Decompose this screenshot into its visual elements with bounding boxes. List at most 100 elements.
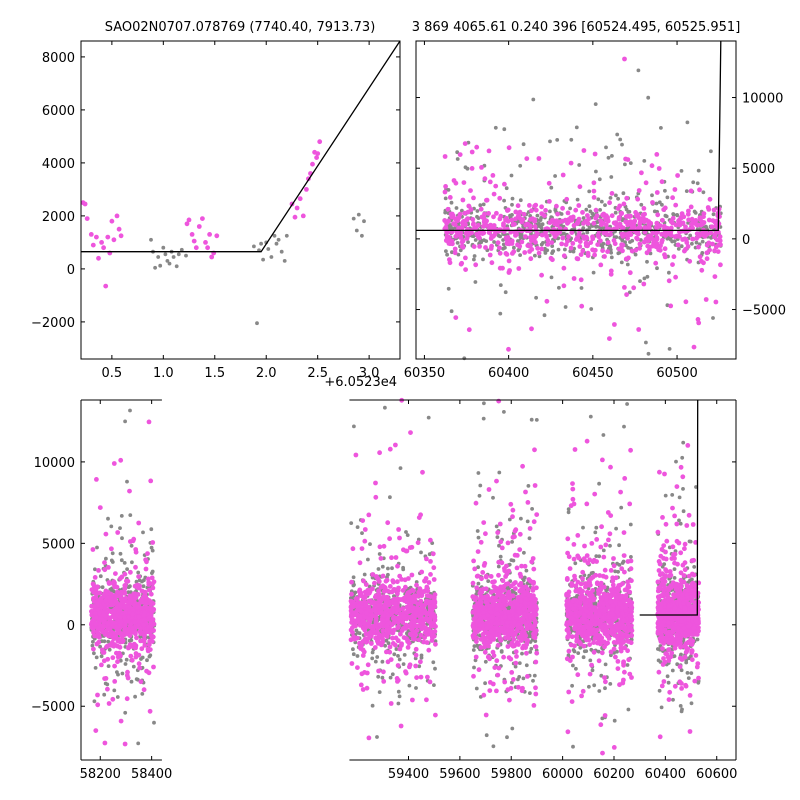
data-point bbox=[621, 553, 627, 558]
data-point bbox=[122, 561, 127, 565]
data-point bbox=[427, 679, 433, 685]
data-point bbox=[603, 686, 607, 691]
data-point bbox=[594, 525, 599, 530]
data-point bbox=[129, 543, 134, 548]
data-point bbox=[709, 224, 715, 230]
data-point bbox=[621, 559, 626, 564]
data-point bbox=[662, 254, 668, 260]
data-point bbox=[571, 648, 576, 652]
data-point bbox=[401, 662, 406, 666]
data-point bbox=[621, 217, 625, 221]
data-point bbox=[642, 276, 647, 281]
data-point bbox=[611, 745, 617, 750]
data-point bbox=[637, 245, 642, 251]
data-point bbox=[158, 263, 163, 268]
data-point bbox=[679, 709, 684, 714]
data-point bbox=[679, 668, 684, 673]
data-point bbox=[510, 213, 514, 217]
data-point bbox=[96, 255, 101, 261]
data-point bbox=[489, 243, 494, 249]
data-point bbox=[696, 244, 701, 250]
data-point bbox=[694, 236, 699, 241]
data-point bbox=[584, 649, 589, 653]
data-point bbox=[386, 641, 391, 646]
data-point bbox=[373, 659, 378, 664]
data-point bbox=[478, 206, 484, 212]
data-point bbox=[481, 520, 487, 525]
data-point bbox=[659, 179, 665, 185]
y-tick-label: 2000 bbox=[42, 210, 75, 225]
data-point bbox=[90, 242, 96, 248]
data-point bbox=[214, 233, 220, 239]
data-point bbox=[483, 245, 488, 250]
data-point bbox=[613, 220, 619, 226]
data-point bbox=[578, 252, 584, 257]
data-point bbox=[625, 220, 631, 225]
data-point bbox=[105, 234, 111, 240]
data-point bbox=[474, 686, 479, 691]
data-point bbox=[587, 204, 592, 209]
data-point bbox=[510, 507, 516, 513]
data-point bbox=[624, 292, 629, 297]
data-point bbox=[589, 647, 594, 652]
data-point bbox=[611, 238, 617, 243]
data-point bbox=[670, 262, 675, 267]
data-point bbox=[537, 254, 542, 259]
data-point bbox=[513, 664, 518, 669]
data-point bbox=[555, 211, 560, 217]
data-point bbox=[402, 653, 407, 657]
data-point bbox=[519, 516, 523, 521]
data-point bbox=[713, 299, 719, 305]
data-point bbox=[670, 220, 675, 226]
data-point bbox=[284, 233, 289, 238]
data-point bbox=[671, 697, 675, 702]
data-point bbox=[617, 543, 621, 548]
data-point bbox=[626, 245, 630, 250]
data-point bbox=[673, 202, 679, 208]
data-point bbox=[460, 222, 466, 227]
data-point bbox=[476, 565, 480, 570]
data-point bbox=[483, 659, 488, 664]
data-point bbox=[689, 216, 695, 222]
data-point bbox=[519, 239, 525, 245]
data-point bbox=[471, 673, 476, 679]
data-point bbox=[109, 524, 114, 529]
data-point bbox=[565, 238, 570, 244]
data-point bbox=[447, 260, 453, 266]
data-point bbox=[590, 668, 595, 673]
data-point bbox=[516, 677, 520, 682]
data-point bbox=[580, 210, 585, 215]
data-point bbox=[712, 274, 718, 279]
data-point bbox=[625, 402, 629, 406]
data-point bbox=[380, 564, 385, 569]
data-point bbox=[449, 211, 455, 217]
data-point bbox=[129, 679, 134, 684]
data-point bbox=[443, 184, 448, 189]
data-point bbox=[133, 694, 138, 699]
data-point bbox=[145, 658, 149, 663]
data-point bbox=[694, 231, 700, 237]
data-point bbox=[418, 674, 424, 680]
data-point bbox=[659, 231, 665, 237]
data-point bbox=[515, 242, 520, 248]
data-point bbox=[534, 418, 539, 422]
data-point bbox=[360, 233, 364, 238]
data-point bbox=[621, 191, 626, 196]
data-point bbox=[460, 244, 466, 250]
data-point bbox=[615, 649, 619, 654]
data-point bbox=[531, 97, 536, 102]
data-point bbox=[657, 200, 662, 205]
data-point bbox=[576, 216, 582, 222]
data-point bbox=[679, 169, 684, 173]
data-point bbox=[443, 224, 449, 230]
data-point bbox=[380, 675, 385, 680]
data-point bbox=[575, 235, 581, 241]
data-point bbox=[662, 471, 667, 477]
data-point bbox=[491, 744, 496, 749]
data-point bbox=[660, 217, 665, 223]
data-point bbox=[491, 495, 495, 500]
data-point bbox=[360, 531, 364, 535]
panel-recent-marks bbox=[416, 40, 723, 361]
data-point bbox=[605, 240, 611, 246]
data-point bbox=[517, 209, 523, 215]
